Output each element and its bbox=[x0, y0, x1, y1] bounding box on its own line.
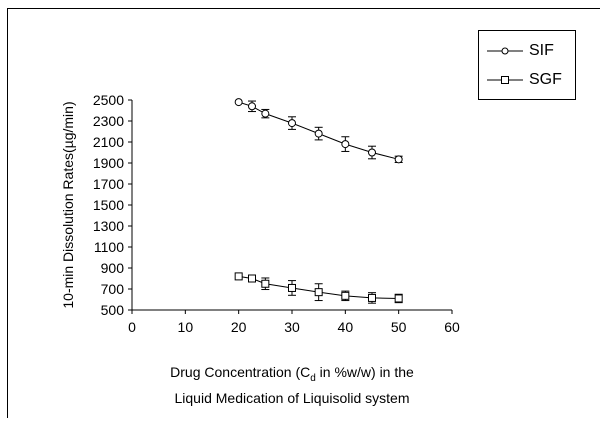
series-layer bbox=[234, 98, 403, 304]
data-point-sif bbox=[261, 109, 270, 118]
legend-square-marker-icon bbox=[487, 76, 523, 84]
y-tick-label: 1100 bbox=[94, 239, 124, 255]
y-tick-label: 700 bbox=[101, 281, 125, 297]
data-point-sif bbox=[394, 155, 403, 164]
y-tick-label: 2100 bbox=[93, 134, 124, 150]
x-tick-label: 10 bbox=[178, 319, 194, 335]
y-tick-label: 1700 bbox=[93, 176, 124, 192]
axes: 0 10 20 30 40 50 60 500 700 900 1100 1300 1500 1700 19… bbox=[93, 92, 460, 335]
data-point-sgf bbox=[314, 288, 323, 297]
x-axis-label-line-2: Liquid Medication of Liquisolid system bbox=[174, 390, 409, 406]
x-tick-label: 40 bbox=[338, 319, 354, 335]
x-tick-label: 60 bbox=[444, 319, 460, 335]
legend-label-sif: SIF bbox=[529, 42, 554, 59]
x-tick-label: 50 bbox=[391, 319, 407, 335]
data-point-sif bbox=[248, 102, 256, 111]
data-point-sgf bbox=[288, 283, 296, 292]
x-axis-label-rest: in %w/w) in the bbox=[316, 364, 414, 380]
chart-frame bbox=[7, 8, 600, 418]
x-tick-label: 20 bbox=[231, 319, 247, 335]
y-tick-label: 500 bbox=[101, 302, 125, 318]
legend-circle-marker-icon bbox=[487, 47, 523, 55]
y-tick-label: 1300 bbox=[93, 218, 124, 234]
data-point-sif bbox=[234, 98, 243, 107]
x-tick-label: 0 bbox=[128, 319, 136, 335]
legend-item-sif: SIF bbox=[485, 41, 554, 61]
legend-item-sgf: SGF bbox=[485, 70, 562, 90]
y-tick-label: 1900 bbox=[93, 155, 124, 171]
x-axis-label-subscript: d bbox=[310, 373, 316, 384]
y-tick-label: 2500 bbox=[93, 92, 124, 108]
legend-label-sgf: SGF bbox=[529, 71, 562, 88]
x-axis-label-main: Drug Concentration (C bbox=[170, 364, 310, 380]
y-tick-label: 900 bbox=[101, 260, 125, 276]
data-point-sgf bbox=[394, 294, 403, 303]
y-axis-label: 10-min Dissolution Rates(µg/min) bbox=[60, 101, 76, 308]
legend: SIF SGF bbox=[478, 30, 576, 100]
data-point-sif bbox=[314, 129, 323, 138]
data-point-sgf bbox=[248, 274, 256, 283]
data-point-sif bbox=[368, 148, 376, 157]
y-tick-label: 2300 bbox=[93, 113, 124, 129]
data-point-sgf bbox=[234, 272, 243, 281]
data-point-sif bbox=[341, 140, 350, 149]
x-axis-label-line-1: Drug Concentration (Cd in %w/w) in the bbox=[170, 364, 414, 384]
data-point-sif bbox=[288, 119, 296, 128]
data-point-sgf bbox=[368, 293, 376, 302]
data-point-sgf bbox=[341, 291, 350, 300]
data-point-sgf bbox=[261, 279, 270, 288]
x-tick-label: 30 bbox=[284, 319, 300, 335]
y-tick-label: 1500 bbox=[93, 197, 124, 213]
